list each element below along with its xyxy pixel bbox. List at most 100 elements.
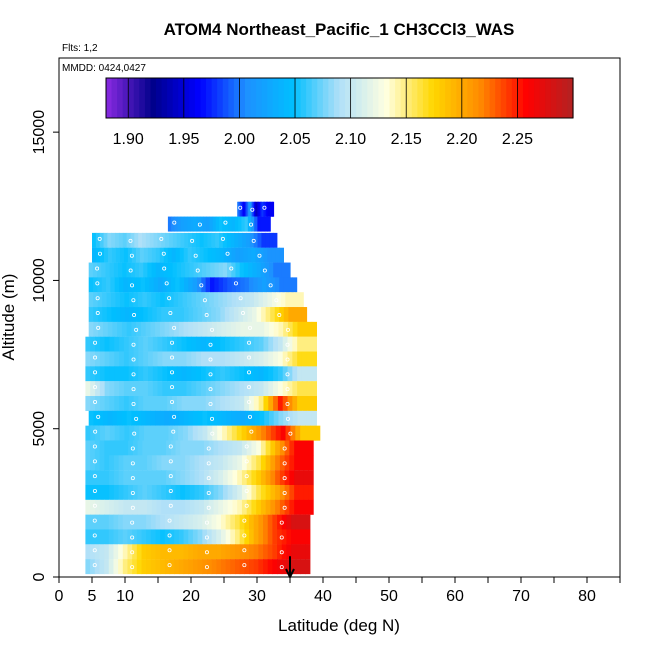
- heatmap-cell: [229, 366, 236, 382]
- heatmap-cell: [99, 247, 105, 263]
- heatmap-cell: [199, 470, 205, 486]
- heatmap-cell: [238, 232, 243, 248]
- heatmap-cell: [263, 396, 269, 412]
- heatmap-cell: [118, 455, 124, 471]
- sample-marker: [134, 327, 139, 332]
- sample-marker: [244, 459, 249, 464]
- x-tick-label: 0: [55, 588, 64, 605]
- heatmap-cell: [292, 277, 298, 293]
- heatmap-cell: [147, 247, 153, 263]
- heatmap-cell: [208, 499, 215, 515]
- heatmap-cell: [109, 499, 115, 515]
- heatmap-cell: [282, 381, 289, 397]
- heatmap-cell: [192, 514, 199, 530]
- colorbar-swatch: [267, 78, 274, 118]
- heatmap-cell: [169, 544, 175, 560]
- heatmap-cell: [282, 396, 289, 412]
- heatmap-cell: [253, 396, 260, 412]
- heatmap-cell: [219, 247, 225, 263]
- heatmap-cell: [103, 232, 108, 248]
- heatmap-cell: [263, 351, 269, 367]
- heatmap-cell: [109, 366, 115, 382]
- heatmap-cell: [257, 232, 262, 248]
- heatmap-cell: [185, 455, 191, 471]
- colorbar-swatch: [244, 78, 252, 118]
- heatmap-cell: [218, 262, 224, 278]
- heatmap-cell: [234, 232, 239, 248]
- heatmap-cell: [239, 381, 245, 397]
- heatmap-cell: [193, 216, 198, 232]
- heatmap-cell: [119, 366, 125, 382]
- heatmap-cell: [157, 366, 163, 382]
- heatmap-cell: [302, 321, 308, 337]
- heatmap-cell: [308, 440, 314, 456]
- heatmap-cell: [85, 440, 91, 456]
- colorbar-swatch: [356, 78, 363, 118]
- heatmap-cell: [231, 292, 237, 308]
- heatmap-cell: [192, 425, 199, 441]
- heatmap-cell: [137, 470, 143, 486]
- colorbar-swatch: [528, 78, 535, 118]
- colorbar-swatch: [500, 78, 507, 118]
- colorbar-swatch: [345, 78, 352, 118]
- sample-marker: [206, 490, 211, 495]
- heatmap-cell: [157, 336, 163, 352]
- heatmap-cell: [177, 216, 182, 232]
- heatmap-cell: [178, 529, 185, 545]
- heatmap-cell: [222, 455, 229, 471]
- heatmap-cell: [132, 440, 139, 456]
- heatmap-cell: [235, 216, 239, 232]
- heatmap-cell: [218, 277, 224, 293]
- heatmap-cell: [306, 366, 313, 382]
- sample-marker: [92, 488, 97, 493]
- heatmap-cell: [267, 216, 271, 232]
- colorbar-swatch: [311, 78, 318, 118]
- heatmap-cell: [143, 425, 150, 441]
- heatmap-cell: [215, 336, 221, 352]
- heatmap-cell: [196, 336, 202, 352]
- heatmap-cell: [123, 484, 129, 500]
- sample-marker: [170, 340, 175, 345]
- heatmap-cell: [251, 499, 257, 515]
- y-tick-label: 10000: [31, 258, 48, 303]
- heatmap-cell: [269, 232, 274, 248]
- heatmap-cell: [275, 455, 281, 471]
- heatmap-cell: [133, 381, 139, 397]
- heatmap-cell: [218, 292, 224, 308]
- sample-marker: [206, 476, 211, 481]
- heatmap-cell: [249, 396, 255, 412]
- heatmap-cell: [227, 277, 233, 293]
- heatmap-cell: [206, 514, 213, 530]
- heatmap-cell: [109, 381, 115, 397]
- colorbar-swatch: [333, 78, 341, 118]
- heatmap-cell: [163, 247, 169, 263]
- heatmap-cell: [164, 262, 169, 278]
- heatmap-cell: [258, 336, 265, 352]
- heatmap-cell: [85, 396, 91, 412]
- heatmap-cell: [311, 336, 317, 352]
- colorbar-swatch: [567, 78, 574, 118]
- heatmap-cell: [229, 336, 236, 352]
- heatmap-cell: [203, 232, 209, 248]
- heatmap-cell: [118, 529, 124, 545]
- heatmap-cell: [152, 381, 159, 397]
- heatmap-cell: [277, 262, 283, 278]
- heatmap-cell: [164, 529, 171, 545]
- heatmap-cell: [102, 307, 108, 323]
- heatmap-cell: [170, 470, 177, 486]
- heatmap-cell: [160, 559, 166, 575]
- heatmap-cell: [295, 425, 301, 441]
- sample-marker: [204, 550, 209, 555]
- heatmap-cell: [150, 514, 157, 530]
- heatmap-cell: [152, 366, 159, 382]
- heatmap-cell: [280, 292, 286, 308]
- heatmap-cell: [267, 529, 273, 545]
- colorbar: 1.90 1.95 2.00 2.05 2.10 2.15 2.20 2.25: [105, 77, 574, 148]
- heatmap-cell: [292, 321, 299, 337]
- colorbar-swatch: [211, 78, 218, 118]
- heatmap-cell: [303, 455, 309, 471]
- heatmap-cell: [225, 216, 230, 232]
- heatmap-cell: [133, 292, 139, 308]
- heatmap-cell: [272, 559, 278, 575]
